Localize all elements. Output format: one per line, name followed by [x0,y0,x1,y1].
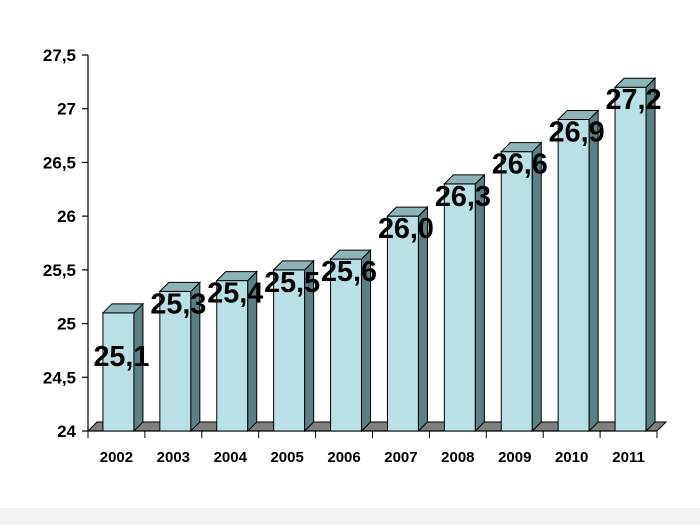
data-label: 27,2 [606,84,662,116]
bar-front [500,151,533,432]
y-tick-label: 27 [57,100,76,119]
bar-top [556,109,600,120]
data-label: 26,0 [378,213,434,245]
y-tick-label: 24,5 [43,368,76,387]
bar-top [386,206,429,217]
bottom-band [0,508,700,525]
bar-front [443,183,476,432]
bar-top [500,142,543,153]
y-tick-label: 25 [57,315,76,334]
data-label: 26,6 [492,149,548,181]
x-tick-label: 2004 [214,449,248,466]
x-tick-label: 2003 [157,449,190,466]
data-labels: 25,125,3 25,4 25,5 25,626,026,326,626,927,2 [93,84,661,373]
bar [443,173,486,433]
bar [272,259,315,433]
bar-top [443,174,486,185]
y-tick-label: 25,5 [43,261,76,280]
data-label: 25,3 [150,288,206,320]
bar-top [101,303,145,314]
y-tick-label: 27,5 [43,46,76,65]
y-tick-label: 24 [57,422,76,441]
bar-front [159,290,192,432]
y-tick-label: 26,5 [43,153,76,172]
bar [215,270,258,433]
x-tick-label: 2002 [100,449,133,466]
bar-front [614,86,647,432]
bar-side [645,77,656,433]
bar-front [330,258,363,432]
bar [329,248,372,433]
bar-side [474,173,485,433]
data-label: 25,6 [321,256,377,288]
data-label: 26,3 [435,181,491,213]
y-tick-label: 26 [57,207,76,226]
x-tick-label: 2006 [327,449,360,466]
data-label: 25,4 [207,278,263,310]
data-label: 25,1 [93,341,149,373]
bar-side [588,109,599,433]
bar-front [557,118,590,432]
bar [500,141,543,433]
bar [613,77,657,433]
bar-top [158,281,202,292]
bar-top [272,260,315,271]
bar [556,109,600,433]
bar [386,205,429,433]
bar [158,281,202,433]
x-tick-label: 2008 [441,449,474,466]
bar-top [329,249,372,260]
bar-front [273,269,306,432]
data-label: 26,9 [549,116,605,148]
x-tick-label: 2010 [555,449,588,466]
x-tick-label: 2007 [384,449,417,466]
bar [101,302,145,433]
bar-front [386,215,419,432]
bar-top [215,271,258,282]
bar-side [531,141,542,433]
bar-top [613,77,657,88]
bars [101,77,657,433]
x-tick-label: 2009 [498,449,531,466]
x-tick-label: 2011 [612,449,645,466]
x-tick-label: 2005 [270,449,303,466]
data-label: 25,5 [264,267,320,299]
